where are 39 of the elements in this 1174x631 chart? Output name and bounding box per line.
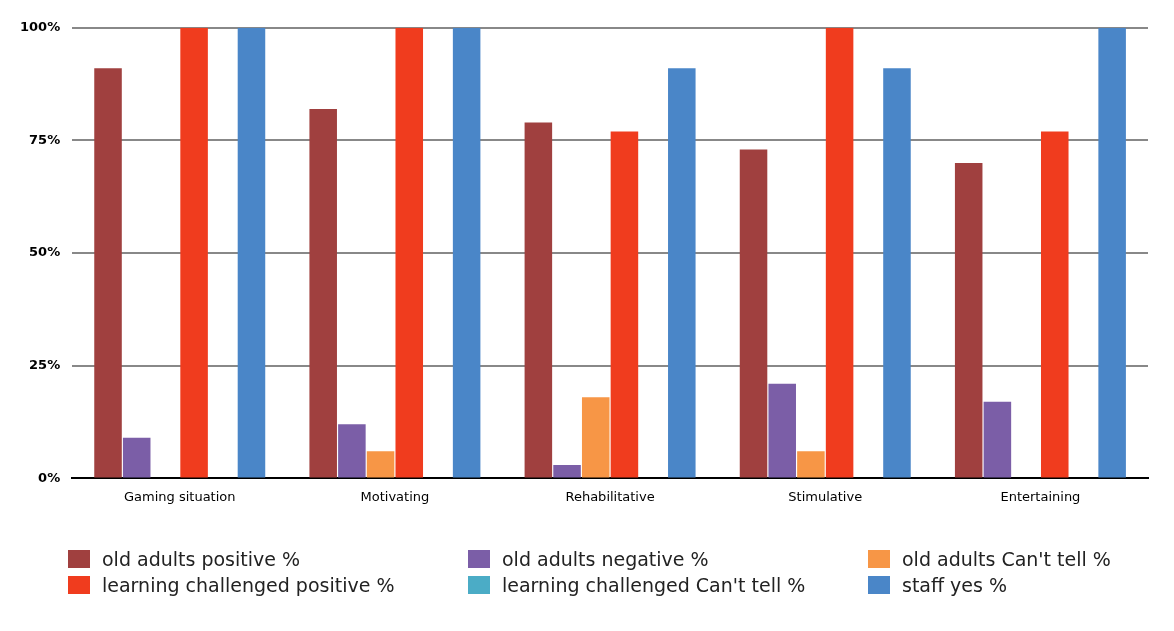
bar — [581, 397, 610, 478]
legend-label: learning challenged positive % — [102, 574, 395, 596]
bar — [237, 27, 266, 478]
bar — [668, 68, 696, 478]
bar — [739, 149, 768, 478]
y-tick-label: 25% — [29, 357, 61, 373]
x-tick-label: Motivating — [360, 488, 430, 504]
bar — [954, 162, 983, 478]
bar — [122, 437, 151, 478]
legend-label: old adults Can't tell % — [902, 548, 1111, 570]
bar — [610, 131, 639, 478]
bar — [180, 27, 208, 478]
bar — [983, 401, 1012, 478]
x-tick-label: Rehabilitative — [565, 488, 655, 504]
y-tick-label: 0% — [38, 469, 61, 485]
legend-label: old adults negative % — [502, 548, 709, 570]
bar — [768, 383, 796, 478]
bar — [1098, 27, 1126, 478]
bar — [452, 27, 481, 478]
bar — [338, 424, 366, 478]
y-tick-label: 50% — [29, 244, 61, 260]
bar — [1040, 131, 1069, 478]
x-tick-label: Entertaining — [1000, 488, 1081, 504]
bar — [524, 122, 553, 478]
bar — [94, 68, 122, 478]
legend-label: learning challenged Can't tell % — [502, 574, 806, 596]
bar — [366, 451, 395, 478]
bar — [395, 27, 424, 478]
bar — [883, 68, 911, 478]
legend-label: old adults positive % — [102, 548, 301, 570]
x-tick-label: Stimulative — [788, 488, 863, 504]
x-tick-label: Gaming situation — [123, 488, 236, 504]
y-tick-label: 75% — [29, 131, 61, 147]
bar — [309, 108, 337, 478]
bar — [553, 464, 581, 478]
bar — [825, 27, 854, 478]
legend-label: staff yes % — [902, 574, 1008, 596]
bar — [797, 451, 825, 478]
y-tick-label: 100% — [19, 19, 61, 35]
